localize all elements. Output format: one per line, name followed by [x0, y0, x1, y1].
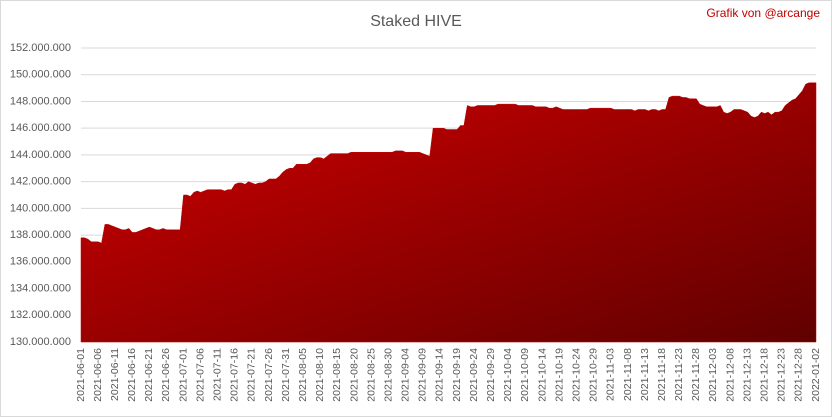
x-tick-label: 2022-01-02: [810, 348, 822, 402]
x-tick-label: 2021-06-26: [160, 348, 172, 402]
x-tick-label: 2021-10-29: [588, 348, 600, 402]
x-tick-label: 2021-12-08: [724, 348, 736, 402]
x-tick-label: 2021-11-03: [605, 348, 617, 401]
x-tick-label: 2021-07-01: [177, 348, 189, 402]
y-tick-label: 152.000.000: [10, 42, 71, 54]
x-tick-label: 2021-08-05: [297, 348, 309, 402]
x-tick-label: 2021-08-30: [382, 348, 394, 402]
chart-title: Staked HIVE: [370, 13, 462, 30]
x-tick-label: 2021-10-04: [502, 348, 514, 402]
y-tick-label: 142.000.000: [10, 176, 71, 188]
x-tick-label: 2021-07-06: [194, 348, 206, 402]
x-tick-label: 2021-11-23: [673, 348, 685, 401]
x-tick-label: 2021-10-19: [553, 348, 565, 402]
y-tick-label: 140.000.000: [10, 202, 71, 214]
y-tick-label: 144.000.000: [10, 149, 71, 161]
x-tick-label: 2021-12-28: [793, 348, 805, 402]
x-tick-label: 2021-09-24: [468, 348, 480, 402]
x-tick-label: 2021-09-09: [417, 348, 429, 402]
x-tick-label: 2021-09-19: [451, 348, 463, 402]
x-tick-label: 2021-11-13: [639, 348, 651, 401]
x-tick-label: 2021-08-15: [331, 348, 343, 402]
y-tick-label: 148.000.000: [10, 95, 71, 107]
x-tick-label: 2021-06-01: [75, 348, 87, 402]
x-tick-label: 2021-10-09: [519, 348, 531, 402]
x-tick-label: 2021-12-23: [776, 348, 788, 402]
x-tick-label: 2021-06-21: [143, 348, 155, 402]
x-tick-label: 2021-07-21: [246, 348, 258, 402]
x-tick-label: 2021-12-18: [759, 348, 771, 402]
x-tick-label: 2021-06-06: [92, 348, 104, 402]
x-tick-label: 2021-06-11: [109, 348, 121, 401]
x-tick-label: 2021-11-18: [656, 348, 668, 401]
y-tick-label: 132.000.000: [10, 309, 71, 321]
y-tick-label: 150.000.000: [10, 69, 71, 81]
x-tick-label: 2021-09-04: [400, 348, 412, 402]
x-tick-label: 2021-07-11: [212, 348, 224, 401]
y-tick-label: 130.000.000: [10, 336, 71, 348]
y-tick-label: 134.000.000: [10, 282, 71, 294]
x-tick-label: 2021-12-13: [741, 348, 753, 402]
x-tick-label: 2021-07-16: [229, 348, 241, 402]
x-tick-label: 2021-07-31: [280, 348, 292, 402]
x-tick-label: 2021-08-10: [314, 348, 326, 402]
area: [80, 82, 817, 343]
x-tick-label: 2021-12-03: [707, 348, 719, 402]
x-tick-label: 2021-08-20: [348, 348, 360, 402]
x-tick-label: 2021-09-14: [434, 348, 446, 402]
y-tick-label: 146.000.000: [10, 122, 71, 134]
x-tick-label: 2021-08-25: [365, 348, 377, 402]
annotation: Grafik von @arcange: [706, 6, 820, 20]
x-tick-label: 2021-09-29: [485, 348, 497, 402]
x-tick-label: 2021-06-16: [126, 348, 138, 402]
x-tick-label: 2021-10-14: [536, 348, 548, 402]
x-tick-label: 2021-11-08: [622, 348, 634, 401]
y-tick-label: 136.000.000: [10, 256, 71, 268]
x-tick-label: 2021-11-28: [690, 348, 702, 401]
x-tick-label: 2021-10-24: [570, 348, 582, 402]
x-tick-label: 2021-07-26: [263, 348, 275, 402]
y-tick-label: 138.000.000: [10, 229, 71, 241]
